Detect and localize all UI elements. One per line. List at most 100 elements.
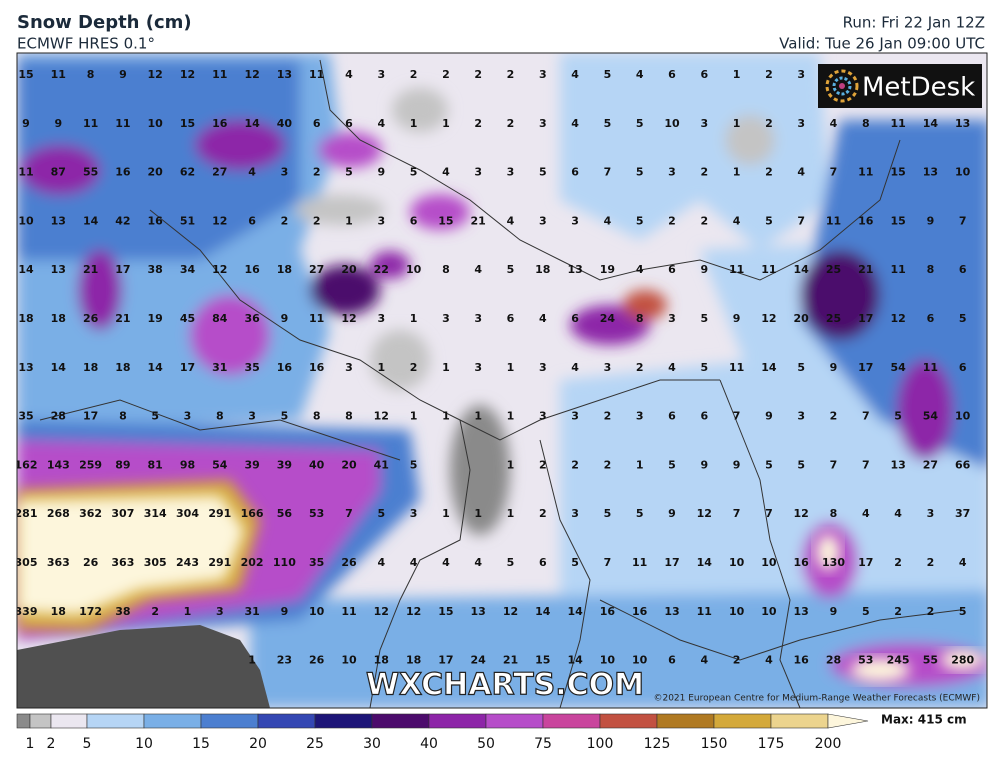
snow-depth-label: 55 — [923, 654, 938, 667]
snow-depth-label: 7 — [862, 458, 870, 471]
snow-depth-label: 4 — [507, 214, 515, 227]
snow-depth-label: 9 — [700, 263, 708, 276]
snow-depth-label: 4 — [442, 556, 450, 569]
snow-depth-label: 4 — [248, 166, 256, 179]
snow-depth-label: 3 — [410, 507, 418, 520]
snow-depth-label: 12 — [697, 507, 712, 520]
legend-swatch — [29, 713, 52, 729]
snow-depth-label: 3 — [377, 312, 385, 325]
snow-depth-label: 3 — [927, 507, 935, 520]
snow-depth-label: 3 — [507, 166, 515, 179]
snow-depth-label: 18 — [51, 312, 66, 325]
snow-depth-label: 9 — [830, 605, 838, 618]
snow-depth-label: 1 — [377, 361, 385, 374]
snow-depth-label: 38 — [115, 605, 130, 618]
snow-depth-label: 10 — [729, 605, 745, 618]
snow-depth-label: 11 — [18, 166, 33, 179]
legend-swatch — [770, 713, 829, 729]
snow-depth-label: 2 — [571, 458, 579, 471]
snow-depth-label: 19 — [600, 263, 615, 276]
snow-depth-label: 8 — [830, 507, 838, 520]
snow-depth-label: 1 — [733, 117, 741, 130]
legend-tick-label: 2 — [47, 736, 56, 752]
legend-tick-label: 200 — [815, 736, 842, 752]
snow-depth-label: 5 — [345, 166, 353, 179]
snow-depth-label: 1 — [410, 312, 418, 325]
snow-depth-label: 314 — [144, 507, 167, 520]
snow-depth-label: 4 — [830, 117, 838, 130]
snow-depth-label: 56 — [277, 507, 293, 520]
snow-depth-label: 14 — [535, 605, 551, 618]
snow-depth-label: 4 — [377, 117, 385, 130]
snow-depth-label: 3 — [345, 361, 353, 374]
snow-depth-label: 202 — [241, 556, 264, 569]
snow-depth-label: 6 — [571, 166, 579, 179]
legend-swatch — [86, 713, 145, 729]
snow-depth-label: 22 — [374, 263, 389, 276]
snow-depth-label: 35 — [18, 410, 33, 423]
snow-depth-label: 3 — [377, 68, 385, 81]
snow-depth-label: 2 — [765, 166, 773, 179]
snow-depth-label: 9 — [765, 410, 773, 423]
snow-depth-label: 6 — [313, 117, 321, 130]
snow-depth-label: 291 — [208, 556, 231, 569]
snow-depth-label: 18 — [83, 361, 98, 374]
snow-depth-label: 7 — [830, 166, 838, 179]
snow-depth-label: 10 — [761, 605, 777, 618]
snow-depth-label: 5 — [507, 263, 515, 276]
snow-depth-label: 5 — [539, 166, 547, 179]
snow-depth-label: 87 — [51, 166, 66, 179]
snow-depth-label: 8 — [216, 410, 224, 423]
legend-tick-label: 75 — [534, 736, 552, 752]
snow-depth-label: 9 — [733, 458, 741, 471]
legend-tick-label: 125 — [644, 736, 671, 752]
snow-depth-label: 10 — [406, 263, 422, 276]
snow-depth-label: 2 — [927, 605, 935, 618]
snow-depth-label: 2 — [410, 361, 418, 374]
legend-swatch — [428, 713, 487, 729]
snow-depth-label: 5 — [959, 605, 967, 618]
snow-depth-label: 1 — [248, 654, 256, 667]
snow-depth-label: 51 — [180, 214, 195, 227]
snow-depth-label: 3 — [668, 312, 676, 325]
snow-depth-label: 6 — [668, 263, 676, 276]
snow-depth-label: 9 — [54, 117, 62, 130]
snow-depth-label: 5 — [604, 117, 612, 130]
snow-depth-label: 12 — [212, 263, 227, 276]
snow-depth-label: 11 — [858, 166, 873, 179]
snow-depth-label: 6 — [668, 68, 676, 81]
snow-depth-label: 3 — [216, 605, 224, 618]
snow-depth-label: 16 — [858, 214, 874, 227]
snow-depth-label: 2 — [604, 458, 612, 471]
legend-swatch — [485, 713, 544, 729]
snow-depth-label: 11 — [890, 117, 905, 130]
snow-depth-label: 4 — [410, 556, 418, 569]
snow-depth-label: 15 — [18, 68, 33, 81]
snow-depth-label: 2 — [733, 654, 741, 667]
snow-depth-label: 17 — [115, 263, 130, 276]
snow-depth-label: 9 — [281, 312, 289, 325]
snow-depth-label: 3 — [539, 410, 547, 423]
snow-depth-label: 26 — [341, 556, 357, 569]
borders — [39, 59, 961, 708]
snow-depth-label: 4 — [862, 507, 870, 520]
snow-depth-label: 1 — [733, 68, 741, 81]
snow-depth-label: 2 — [894, 556, 902, 569]
snow-depth-label: 11 — [51, 68, 66, 81]
snow-depth-label: 9 — [927, 214, 935, 227]
run-time: Run: Fri 22 Jan 12Z — [843, 14, 985, 32]
snow-depth-label: 9 — [281, 605, 289, 618]
snow-depth-label: 12 — [148, 68, 163, 81]
snow-depth-label: 3 — [377, 214, 385, 227]
copyright: ©2021 European Centre for Medium-Range W… — [653, 694, 980, 704]
snow-depth-label: 110 — [273, 556, 296, 569]
legend-swatch — [143, 713, 202, 729]
snow-depth-label: 5 — [862, 605, 870, 618]
snow-depth-label: 7 — [765, 507, 773, 520]
snow-depth-label: 3 — [248, 410, 256, 423]
snow-depth-label: 54 — [923, 410, 939, 423]
snow-depth-label: 18 — [115, 361, 130, 374]
snow-depth-label: 5 — [700, 361, 708, 374]
snow-depth-label: 11 — [697, 605, 712, 618]
